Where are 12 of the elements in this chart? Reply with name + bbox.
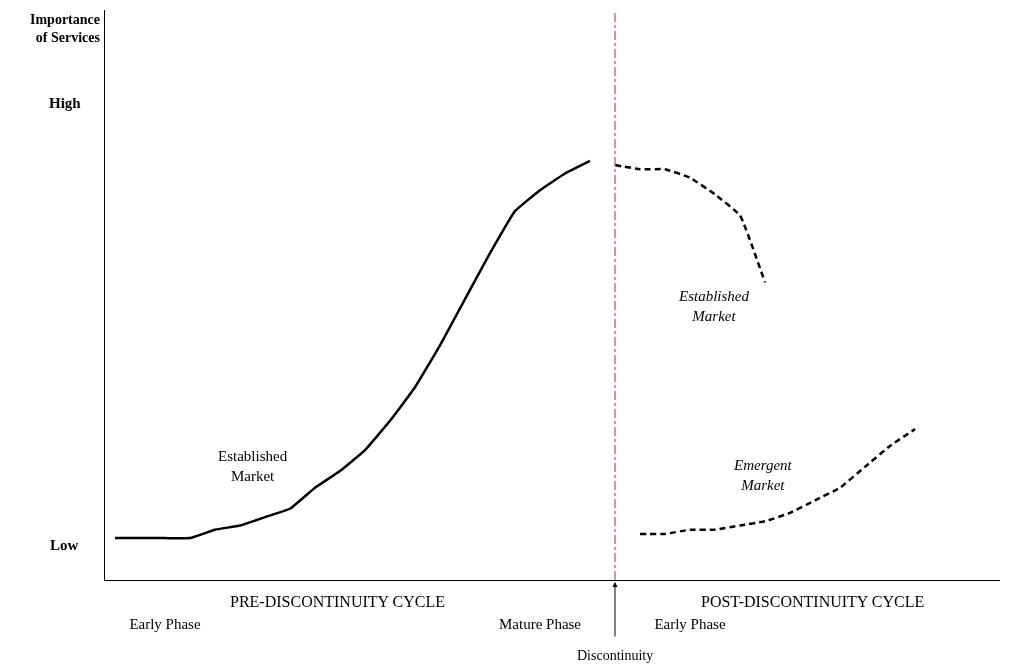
- text: Importance of Services: [30, 12, 101, 46]
- text: PRE-DISCONTINUITY CYCLE: [230, 593, 445, 610]
- annotation: Emergent Market: [733, 457, 793, 493]
- text: POST-DISCONTINUITY CYCLE: [701, 593, 925, 610]
- x-tick-label: Early Phase: [654, 616, 726, 632]
- text: High: [49, 95, 82, 111]
- x-tick-label: Early Phase: [129, 616, 201, 632]
- x-tick-label: Mature Phase: [498, 616, 582, 632]
- annotation: Established Market: [678, 288, 750, 324]
- annotation: Established Market: [218, 448, 288, 484]
- text: Low: [50, 537, 79, 553]
- text: Discontinuity: [577, 648, 654, 663]
